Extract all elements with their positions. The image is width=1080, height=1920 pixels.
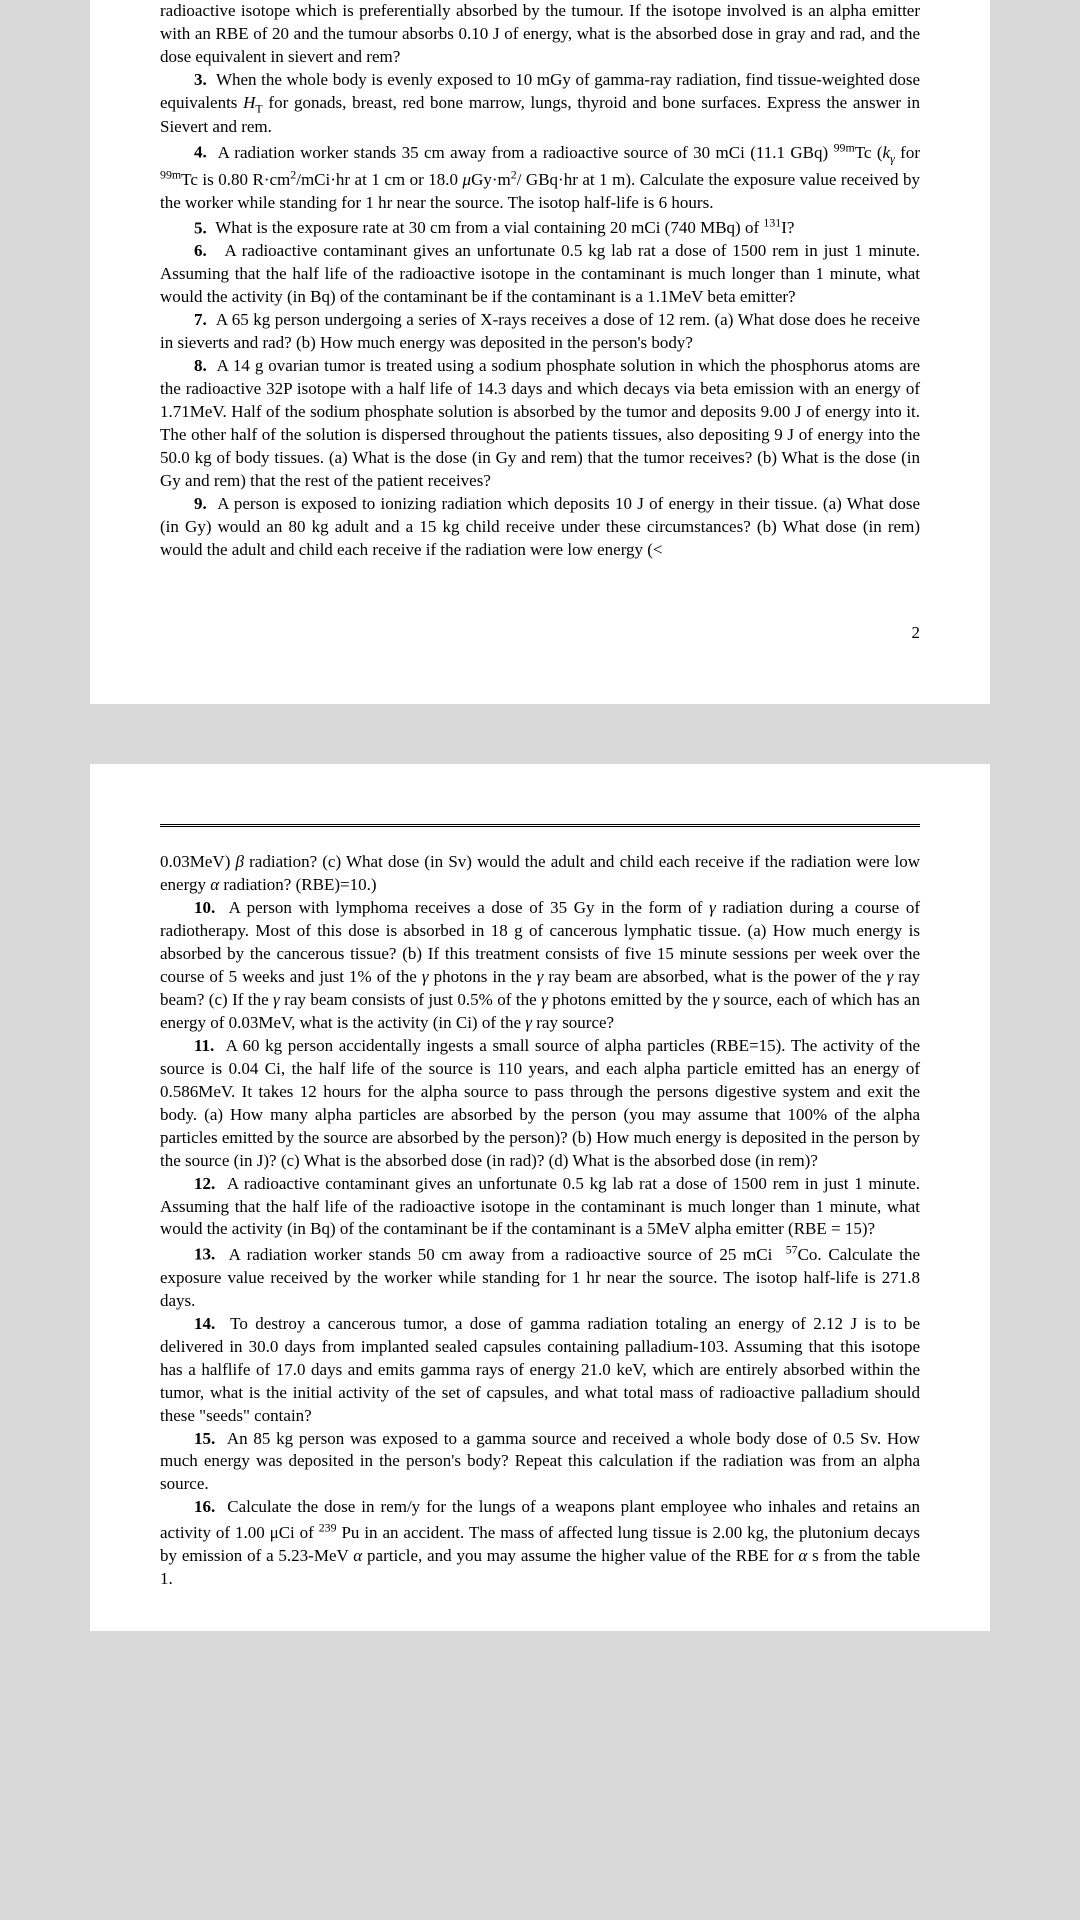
question-6: 6. A radioactive contaminant gives an un… <box>160 240 920 309</box>
q8-text: A 14 g ovarian tumor is treated using a … <box>160 356 920 490</box>
question-7: 7. A 65 kg person undergoing a series of… <box>160 309 920 355</box>
q10-text: A person with lymphoma receives a dose o… <box>160 898 920 1032</box>
question-16: 16. Calculate the dose in rem/y for the … <box>160 1496 920 1590</box>
q3-text: When the whole body is evenly exposed to… <box>160 70 920 136</box>
top-rule <box>160 824 920 831</box>
q5-text: What is the exposure rate at 30 cm from … <box>215 218 794 237</box>
question-15: 15. An 85 kg person was exposed to a gam… <box>160 1428 920 1497</box>
question-3: 3. When the whole body is evenly exposed… <box>160 69 920 139</box>
q11-text: A 60 kg person accidentally ingests a sm… <box>160 1036 920 1170</box>
question-9: 9. A person is exposed to ionizing radia… <box>160 493 920 562</box>
question-11: 11. A 60 kg person accidentally ingests … <box>160 1035 920 1173</box>
q6-text: A radioactive contaminant gives an unfor… <box>160 241 920 306</box>
q15-text: An 85 kg person was exposed to a gamma s… <box>160 1429 920 1494</box>
q12-text: A radioactive contaminant gives an unfor… <box>160 1174 920 1239</box>
q4-text: A radiation worker stands 35 cm away fro… <box>160 143 920 212</box>
intro-paragraph: radioactive isotope which is preferentia… <box>160 0 920 69</box>
q7-text: A 65 kg person undergoing a series of X-… <box>160 310 920 352</box>
q9-text: A person is exposed to ionizing radiatio… <box>160 494 920 559</box>
q9-continuation: 0.03MeV) β radiation? (c) What dose (in … <box>160 851 920 897</box>
question-12: 12. A radioactive contaminant gives an u… <box>160 1173 920 1242</box>
question-10: 10. A person with lymphoma receives a do… <box>160 897 920 1035</box>
q13-text: A radiation worker stands 50 cm away fro… <box>160 1245 920 1310</box>
question-8: 8. A 14 g ovarian tumor is treated using… <box>160 355 920 493</box>
document-page-2: 0.03MeV) β radiation? (c) What dose (in … <box>90 764 990 1630</box>
q14-text: To destroy a cancerous tumor, a dose of … <box>160 1314 920 1425</box>
question-14: 14. To destroy a cancerous tumor, a dose… <box>160 1313 920 1428</box>
question-4: 4. A radiation worker stands 35 cm away … <box>160 139 920 215</box>
question-13: 13. A radiation worker stands 50 cm away… <box>160 1241 920 1312</box>
q16-text: Calculate the dose in rem/y for the lung… <box>160 1497 920 1587</box>
page-number: 2 <box>160 622 920 665</box>
question-5: 5. What is the exposure rate at 30 cm fr… <box>160 215 920 241</box>
document-page-1: radioactive isotope which is preferentia… <box>90 0 990 704</box>
cont-text: 0.03MeV) β radiation? (c) What dose (in … <box>160 852 920 894</box>
